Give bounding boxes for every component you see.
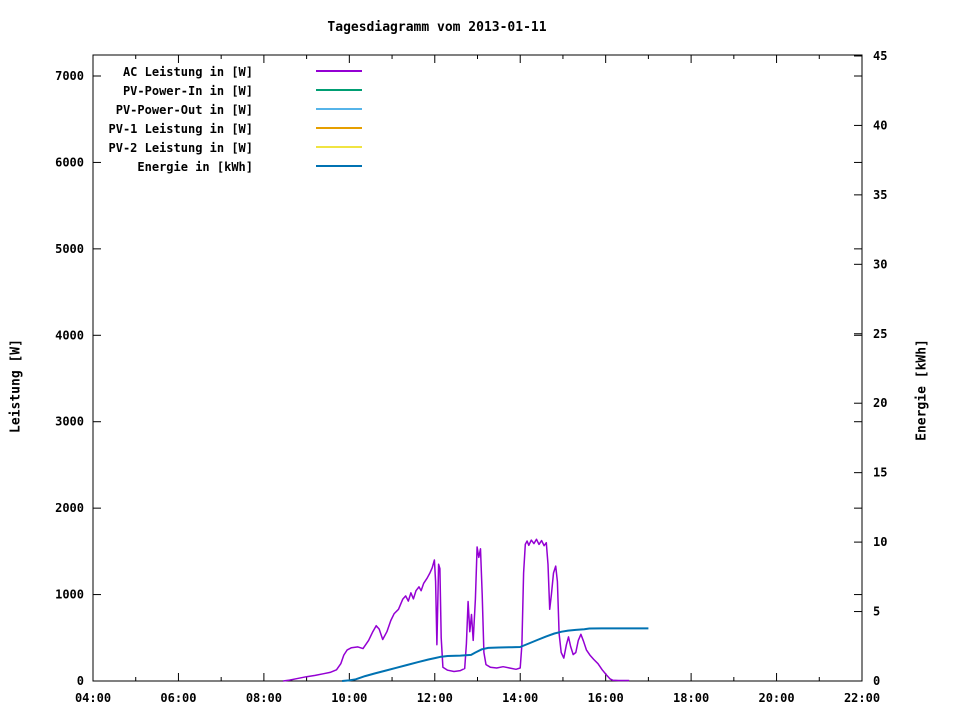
y1-tick-label: 7000 [55,69,84,83]
series-line-energie-in-[kwh] [342,627,649,682]
legend-label: AC Leistung in [W] [122,65,253,79]
legend-item: PV-1 Leistung in [W] [93,119,362,137]
y2-tick-label: 20 [873,396,887,410]
legend-label: PV-Power-In in [W] [122,84,253,98]
y2-tick-label: 45 [873,49,887,63]
y2-tick-label: 15 [873,466,887,480]
y1-tick-label: 2000 [55,501,84,515]
legend-item: PV-2 Leistung in [W] [93,138,362,156]
y2-tick-label: 40 [873,118,887,132]
chart-title: Tagesdiagramm vom 2013-01-11 [327,20,547,35]
y2-tick-label: 5 [873,605,880,619]
legend-line-sample [316,108,362,110]
y1-tick-label: 5000 [55,242,84,256]
legend-line-sample [316,70,362,72]
legend-label: PV-1 Leistung in [W] [108,122,254,136]
legend-line-sample [316,127,362,129]
x-tick-label: 14:00 [502,691,538,705]
x-tick-label: 22:00 [844,691,880,705]
y2-tick-label: 25 [873,327,887,341]
y2-tick-label: 0 [873,674,880,688]
legend-line-sample [316,165,362,167]
y2-tick-label: 30 [873,257,887,271]
y1-tick-label: 6000 [55,155,84,169]
y1-tick-label: 1000 [55,588,84,602]
x-tick-label: 12:00 [417,691,453,705]
x-tick-label: 18:00 [673,691,709,705]
legend-item: Energie in [kWh] [93,157,362,175]
y2-tick-label: 35 [873,188,887,202]
y1-tick-label: 0 [77,674,84,688]
legend-label: Energie in [kWh] [137,160,253,174]
x-tick-label: 04:00 [75,691,111,705]
legend-item: PV-Power-Out in [W] [93,100,362,118]
y2-tick-label: 10 [873,535,887,549]
y1-tick-label: 3000 [55,415,84,429]
legend-line-sample [316,146,362,148]
x-tick-label: 10:00 [331,691,367,705]
x-tick-label: 08:00 [246,691,282,705]
series-line-ac-leistung-in-[w] [282,538,630,682]
legend-label: PV-Power-Out in [W] [115,103,253,117]
legend-line-sample [316,89,362,91]
x-tick-label: 20:00 [758,691,794,705]
x-tick-label: 16:00 [588,691,624,705]
legend-label: PV-2 Leistung in [W] [108,141,254,155]
legend-item: AC Leistung in [W] [93,62,362,80]
y1-tick-label: 4000 [55,328,84,342]
legend-item: PV-Power-In in [W] [93,81,362,99]
x-tick-label: 06:00 [160,691,196,705]
